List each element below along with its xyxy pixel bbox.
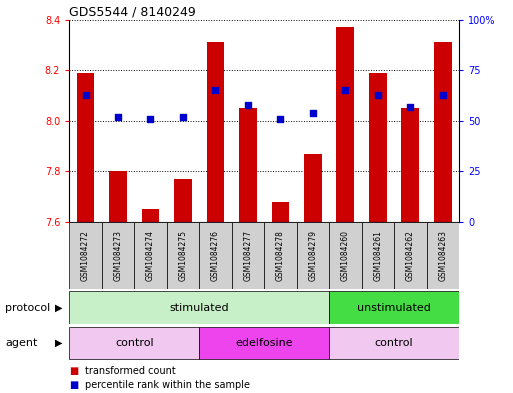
Bar — [239, 108, 257, 222]
Bar — [102, 222, 134, 289]
Text: GSM1084277: GSM1084277 — [244, 230, 252, 281]
Point — [277, 116, 285, 122]
Text: ▶: ▶ — [55, 303, 63, 312]
Point — [406, 103, 415, 110]
Bar — [174, 179, 192, 222]
Point — [439, 92, 447, 98]
Point — [179, 114, 187, 120]
Bar — [207, 42, 224, 222]
Point — [341, 87, 349, 94]
Point — [82, 92, 90, 98]
Point — [374, 92, 382, 98]
Bar — [337, 27, 354, 222]
Text: stimulated: stimulated — [169, 303, 229, 312]
Bar — [232, 222, 264, 289]
Text: agent: agent — [5, 338, 37, 348]
Bar — [264, 222, 297, 289]
Point — [211, 87, 220, 94]
Bar — [362, 222, 394, 289]
Text: percentile rank within the sample: percentile rank within the sample — [85, 380, 250, 390]
Text: ■: ■ — [69, 380, 78, 390]
Point — [309, 110, 317, 116]
Text: transformed count: transformed count — [85, 365, 175, 376]
Text: edelfosine: edelfosine — [235, 338, 293, 348]
Bar — [329, 292, 459, 323]
Text: GSM1084263: GSM1084263 — [439, 230, 447, 281]
Text: unstimulated: unstimulated — [357, 303, 431, 312]
Text: GDS5544 / 8140249: GDS5544 / 8140249 — [69, 6, 196, 18]
Bar — [434, 42, 452, 222]
Text: GSM1084275: GSM1084275 — [179, 230, 187, 281]
Bar — [69, 222, 102, 289]
Bar — [427, 222, 459, 289]
Text: ▶: ▶ — [55, 338, 63, 348]
Text: GSM1084272: GSM1084272 — [81, 230, 90, 281]
Text: protocol: protocol — [5, 303, 50, 312]
Point — [114, 114, 122, 120]
Bar — [329, 222, 362, 289]
Bar — [394, 222, 427, 289]
Bar — [109, 171, 127, 222]
Bar — [69, 327, 199, 359]
Text: GSM1084274: GSM1084274 — [146, 230, 155, 281]
Text: GSM1084262: GSM1084262 — [406, 230, 415, 281]
Bar — [402, 108, 419, 222]
Text: GSM1084261: GSM1084261 — [373, 230, 382, 281]
Bar — [167, 222, 199, 289]
Bar — [199, 327, 329, 359]
Text: control: control — [115, 338, 153, 348]
Text: ■: ■ — [69, 365, 78, 376]
Bar — [69, 292, 329, 323]
Point — [244, 101, 252, 108]
Bar — [134, 222, 167, 289]
Bar — [369, 73, 387, 222]
Text: GSM1084273: GSM1084273 — [113, 230, 123, 281]
Text: GSM1084278: GSM1084278 — [276, 230, 285, 281]
Bar — [329, 327, 459, 359]
Text: GSM1084276: GSM1084276 — [211, 230, 220, 281]
Bar — [199, 222, 232, 289]
Bar — [297, 222, 329, 289]
Point — [146, 116, 154, 122]
Text: GSM1084279: GSM1084279 — [308, 230, 318, 281]
Text: control: control — [375, 338, 413, 348]
Bar — [304, 154, 322, 222]
Bar — [142, 209, 160, 222]
Bar — [271, 202, 289, 222]
Bar — [76, 73, 94, 222]
Text: GSM1084260: GSM1084260 — [341, 230, 350, 281]
